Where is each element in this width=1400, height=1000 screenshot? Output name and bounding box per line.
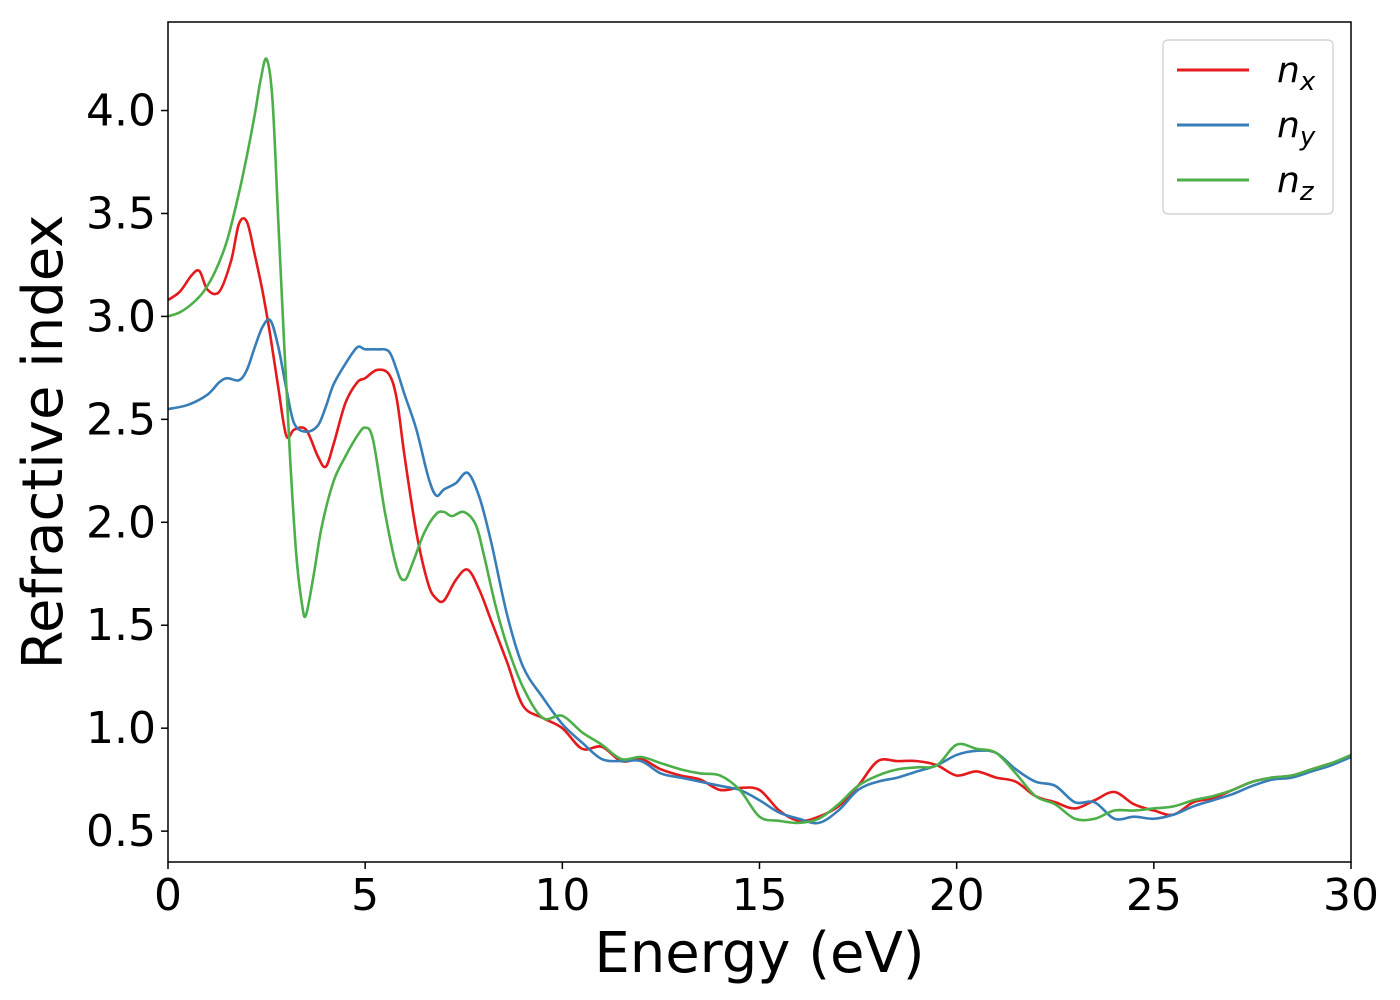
legend-label-nz: nz xyxy=(1277,160,1315,207)
x-tick-label: 15 xyxy=(732,870,788,921)
y-tick-label: 0.5 xyxy=(86,806,156,857)
series-line-nz xyxy=(168,57,1351,825)
series-line-ny xyxy=(168,318,1351,825)
legend-label-ny: ny xyxy=(1277,105,1316,152)
series-line-nx xyxy=(168,217,1351,823)
series-layer xyxy=(168,57,1351,825)
legend-box xyxy=(1162,39,1334,215)
x-axis-label: Energy (eV) xyxy=(594,921,924,986)
x-tick-label: 0 xyxy=(154,870,182,921)
y-tick-label: 1.5 xyxy=(86,600,156,651)
y-tick-label: 3.5 xyxy=(86,188,156,239)
y-tick-label: 3.0 xyxy=(86,291,156,342)
x-tick-label: 10 xyxy=(534,870,590,921)
x-tick-label: 20 xyxy=(929,870,985,921)
x-tick-label: 25 xyxy=(1126,870,1182,921)
y-axis-label: Refractive index xyxy=(11,215,76,670)
y-tick-label: 2.5 xyxy=(86,394,156,445)
legend-label-nx: nx xyxy=(1277,50,1316,97)
x-tick-label: 5 xyxy=(351,870,379,921)
y-tick-label: 1.0 xyxy=(86,703,156,754)
y-tick-label: 2.0 xyxy=(86,497,156,548)
x-axis: 0 5 10 15 20 25 30 xyxy=(154,862,1379,921)
legend: nx ny nz xyxy=(1162,39,1334,215)
y-tick-label: 4.0 xyxy=(86,86,156,137)
y-axis: 0.5 1.0 1.5 2.0 2.5 3.0 3.5 4.0 xyxy=(86,86,168,857)
x-tick-label: 30 xyxy=(1323,870,1379,921)
